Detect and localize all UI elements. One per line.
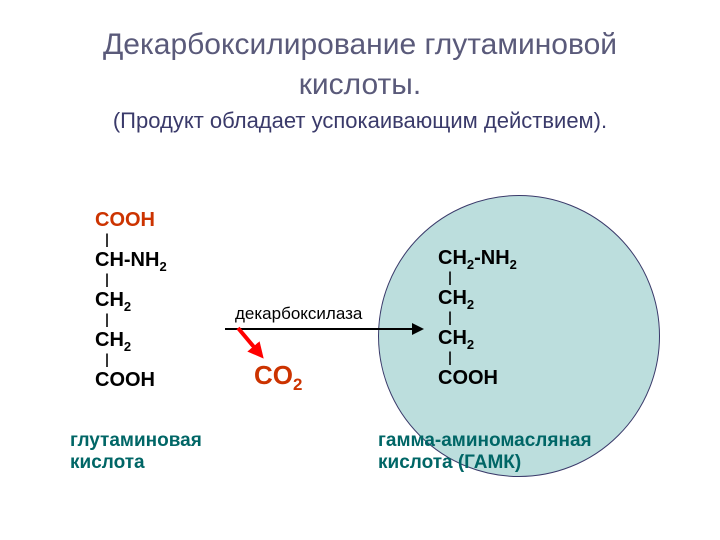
slide: { "title": { "line1": "Декарбоксилирован… — [0, 0, 720, 540]
co2-label: CO2 — [254, 360, 302, 391]
substrate-label: глутаминовая кислота — [70, 430, 270, 474]
reaction-arrow-head — [412, 323, 424, 335]
subtitle: (Продукт обладает успокаивающим действие… — [0, 108, 720, 134]
product-label: гамма-аминомасляная кислота (ГАМК) — [378, 430, 638, 474]
substrate-structure: COOHlCH-NH2lCH2lCH2lCOOH — [95, 210, 167, 396]
product-structure: CH2-NH2lCH2lCH2lCOOH — [438, 248, 517, 394]
enzyme-label: декарбоксилаза — [235, 304, 362, 324]
title-line2: кислоты. — [0, 68, 720, 102]
title-line1: Декарбоксилирование глутаминовой — [0, 28, 720, 62]
